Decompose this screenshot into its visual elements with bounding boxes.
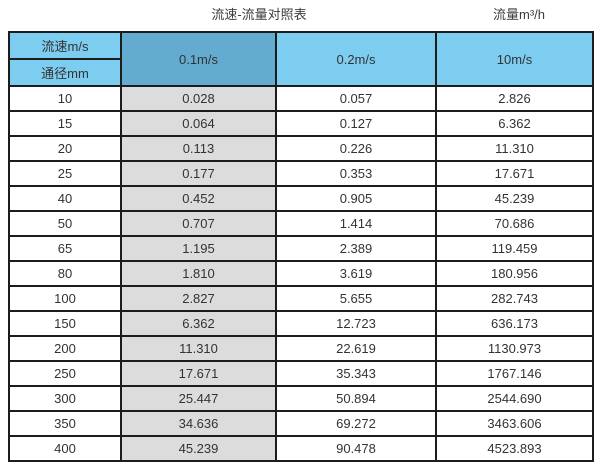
cell-flow-10ms: 180.956 (435, 260, 594, 287)
cell-flow-0.1ms: 0.177 (120, 160, 277, 187)
cell-flow-0.2ms: 69.272 (275, 410, 437, 437)
cell-flow-10ms: 2544.690 (435, 385, 594, 412)
table-row: 40 0.452 0.905 45.239 (8, 185, 594, 212)
cell-flow-0.2ms: 0.226 (275, 135, 437, 162)
table-row: 80 1.810 3.619 180.956 (8, 260, 594, 287)
cell-diameter: 65 (8, 235, 122, 262)
cell-flow-0.1ms: 17.671 (120, 360, 277, 387)
flow-unit-label: 流量m³/h (492, 7, 546, 22)
cell-diameter: 40 (8, 185, 122, 212)
cell-flow-0.1ms: 0.064 (120, 110, 277, 137)
cell-flow-0.2ms: 2.389 (275, 235, 437, 262)
header-diameter-label: 通径mm (8, 58, 122, 87)
cell-diameter: 20 (8, 135, 122, 162)
cell-flow-10ms: 636.173 (435, 310, 594, 337)
cell-flow-10ms: 282.743 (435, 285, 594, 312)
cell-diameter: 300 (8, 385, 122, 412)
cell-diameter: 15 (8, 110, 122, 137)
cell-flow-0.1ms: 0.707 (120, 210, 277, 237)
table-row: 20 0.113 0.226 11.310 (8, 135, 594, 162)
header-col-10ms: 10m/s (435, 31, 594, 87)
cell-flow-0.2ms: 35.343 (275, 360, 437, 387)
cell-diameter: 350 (8, 410, 122, 437)
cell-flow-0.1ms: 0.113 (120, 135, 277, 162)
cell-flow-0.2ms: 12.723 (275, 310, 437, 337)
header-row-velocity: 流速m/s 0.1m/s 0.2m/s 10m/s (8, 31, 594, 87)
cell-flow-0.2ms: 3.619 (275, 260, 437, 287)
cell-flow-0.2ms: 1.414 (275, 210, 437, 237)
cell-flow-0.1ms: 25.447 (120, 385, 277, 412)
cell-diameter: 10 (8, 85, 122, 112)
cell-flow-10ms: 1767.146 (435, 360, 594, 387)
cell-flow-0.2ms: 0.057 (275, 85, 437, 112)
cell-diameter: 150 (8, 310, 122, 337)
cell-flow-0.2ms: 0.127 (275, 110, 437, 137)
table-row: 250 17.671 35.343 1767.146 (8, 360, 594, 387)
cell-flow-0.1ms: 2.827 (120, 285, 277, 312)
table-row: 200 11.310 22.619 1130.973 (8, 335, 594, 362)
table-body: 10 0.028 0.057 2.826 15 0.064 0.127 6.362 20 0.11… (8, 85, 594, 462)
cell-flow-10ms: 1130.973 (435, 335, 594, 362)
cell-flow-10ms: 45.239 (435, 185, 594, 212)
cell-diameter: 80 (8, 260, 122, 287)
header-velocity-label: 流速m/s (8, 31, 122, 60)
header-row-diameter: 通径mm (8, 58, 593, 87)
table-row: 25 0.177 0.353 17.671 (8, 160, 594, 187)
cell-flow-0.2ms: 50.894 (275, 385, 437, 412)
cell-diameter: 400 (8, 435, 122, 462)
table-row: 50 0.707 1.414 70.686 (8, 210, 594, 237)
cell-diameter: 200 (8, 335, 122, 362)
cell-diameter: 50 (8, 210, 122, 237)
cell-flow-0.1ms: 0.452 (120, 185, 277, 212)
cell-flow-10ms: 11.310 (435, 135, 594, 162)
cell-diameter: 250 (8, 360, 122, 387)
table-header: 流速m/s 0.1m/s 0.2m/s 10m/s 通径mm (8, 31, 594, 87)
table-row: 100 2.827 5.655 282.743 (8, 285, 594, 312)
cell-flow-10ms: 17.671 (435, 160, 594, 187)
header-col-0.2ms: 0.2m/s (275, 31, 437, 87)
table-row: 65 1.195 2.389 119.459 (8, 235, 594, 262)
flow-rate-table: 流速m/s 0.1m/s 0.2m/s 10m/s 通径mm 10 0.028 0.… (8, 31, 594, 462)
cell-flow-10ms: 2.826 (435, 85, 594, 112)
cell-flow-0.1ms: 6.362 (120, 310, 277, 337)
cell-flow-0.1ms: 11.310 (120, 335, 277, 362)
cell-flow-0.2ms: 0.353 (275, 160, 437, 187)
cell-flow-0.1ms: 34.636 (120, 410, 277, 437)
table-row: 150 6.362 12.723 636.173 (8, 310, 594, 337)
cell-flow-0.2ms: 0.905 (275, 185, 437, 212)
cell-flow-0.1ms: 45.239 (120, 435, 277, 462)
table-row: 10 0.028 0.057 2.826 (8, 85, 594, 112)
cell-flow-10ms: 3463.606 (435, 410, 594, 437)
cell-flow-0.1ms: 0.028 (120, 85, 277, 112)
table-row: 15 0.064 0.127 6.362 (8, 110, 594, 137)
cell-flow-0.1ms: 1.810 (120, 260, 277, 287)
table-row: 400 45.239 90.478 4523.893 (8, 435, 594, 462)
table-row: 350 34.636 69.272 3463.606 (8, 410, 594, 437)
cell-flow-0.2ms: 5.655 (275, 285, 437, 312)
cell-flow-0.2ms: 22.619 (275, 335, 437, 362)
page-title: 流速-流量对照表 (211, 7, 307, 22)
cell-flow-10ms: 119.459 (435, 235, 594, 262)
cell-diameter: 100 (8, 285, 122, 312)
cell-flow-0.1ms: 1.195 (120, 235, 277, 262)
header-col-0.1ms: 0.1m/s (120, 31, 277, 87)
cell-flow-10ms: 4523.893 (435, 435, 594, 462)
table-row: 300 25.447 50.894 2544.690 (8, 385, 594, 412)
cell-diameter: 25 (8, 160, 122, 187)
cell-flow-10ms: 6.362 (435, 110, 594, 137)
cell-flow-0.2ms: 90.478 (275, 435, 437, 462)
cell-flow-10ms: 70.686 (435, 210, 594, 237)
